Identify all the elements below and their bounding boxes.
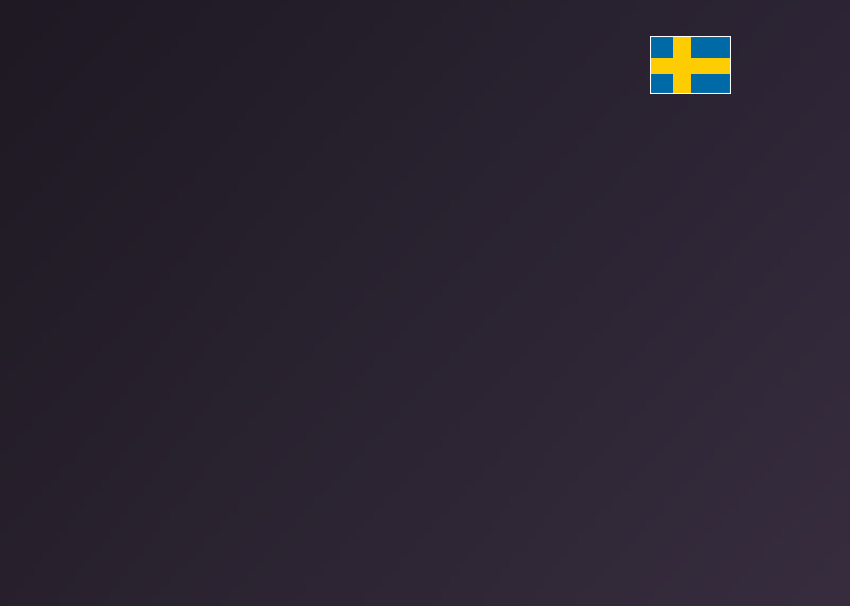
Text: 53,500 SEK: 53,500 SEK — [384, 278, 482, 293]
Text: 39,100 SEK: 39,100 SEK — [73, 324, 170, 339]
Text: Bachelor's
Degree: Bachelor's Degree — [383, 556, 469, 591]
Polygon shape — [337, 322, 516, 339]
Polygon shape — [97, 397, 111, 553]
Text: Master's
Degree: Master's Degree — [631, 556, 701, 591]
Text: Sweden: Sweden — [37, 82, 123, 101]
Polygon shape — [97, 397, 257, 553]
Text: Salary Comparison By Education: Salary Comparison By Education — [37, 21, 546, 49]
Polygon shape — [337, 339, 351, 553]
FancyArrowPatch shape — [305, 0, 635, 383]
Bar — [673, 36, 690, 94]
Polygon shape — [97, 379, 277, 397]
Polygon shape — [242, 397, 257, 553]
Polygon shape — [576, 277, 591, 553]
Text: +29%: +29% — [502, 166, 579, 190]
Polygon shape — [722, 277, 736, 553]
Polygon shape — [337, 339, 496, 553]
Polygon shape — [736, 260, 756, 553]
Text: salary: salary — [496, 17, 549, 32]
Polygon shape — [576, 277, 736, 553]
Polygon shape — [576, 260, 756, 277]
Bar — [650, 58, 731, 74]
Text: +37%: +37% — [263, 228, 339, 252]
Text: .com: .com — [604, 17, 645, 32]
Text: 69,000 SEK: 69,000 SEK — [649, 216, 745, 231]
FancyArrowPatch shape — [63, 0, 395, 438]
Polygon shape — [257, 379, 277, 553]
Text: Average Monthly Salary: Average Monthly Salary — [825, 270, 836, 394]
Text: Certificate or
Diploma: Certificate or Diploma — [132, 556, 241, 591]
Text: explorer: explorer — [548, 17, 620, 32]
Polygon shape — [482, 339, 496, 553]
Polygon shape — [496, 322, 516, 553]
Text: Insurance Team Leader: Insurance Team Leader — [37, 56, 263, 75]
